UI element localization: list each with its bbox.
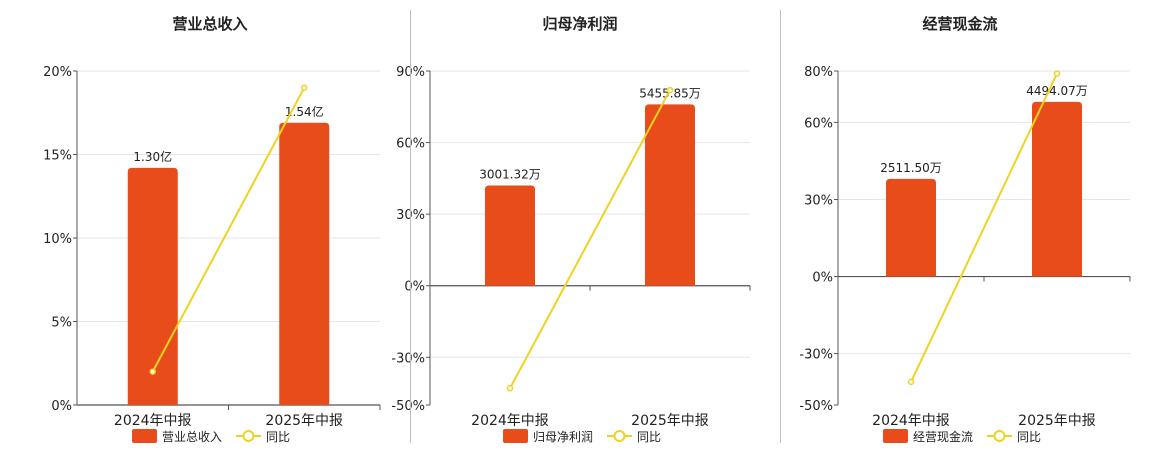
x-category-label: 2025年中报 xyxy=(1018,413,1096,429)
legend-line-marker xyxy=(993,430,1006,442)
legend-bar-swatch xyxy=(883,429,908,443)
y-tick-label: 60% xyxy=(804,116,833,131)
y-tick-label: 10% xyxy=(43,232,72,247)
panel-divider xyxy=(410,10,411,443)
chart-title: 经营现金流 xyxy=(922,15,997,33)
y-tick-label: -30% xyxy=(391,351,425,366)
yoy-point xyxy=(666,86,674,94)
bar-value-label: 3001.32万 xyxy=(479,168,541,182)
legend-line-marker xyxy=(242,430,255,442)
bar-value-label: 1.30亿 xyxy=(133,149,172,164)
x-category-label: 2024年中报 xyxy=(872,413,950,429)
y-tick-label: 0% xyxy=(812,271,833,286)
yoy-point xyxy=(1053,70,1061,77)
y-tick-label: -50% xyxy=(799,399,833,414)
legend-line-label: 同比 xyxy=(266,430,290,444)
yoy-point xyxy=(506,385,514,392)
legend-line-marker xyxy=(613,430,626,442)
bar-value-label: 5455.85万 xyxy=(639,86,701,100)
chart-title: 归母净利润 xyxy=(542,15,617,33)
x-category-label: 2025年中报 xyxy=(265,413,343,429)
y-tick-label: 0% xyxy=(404,280,425,295)
legend-bar-label: 归母净利润 xyxy=(533,430,593,444)
x-category-label: 2024年中报 xyxy=(471,413,549,429)
chart-title: 营业总收入 xyxy=(172,15,247,33)
yoy-line xyxy=(151,87,306,373)
y-tick-label: 0% xyxy=(51,399,72,414)
chart-panel: 归母净利润-50%-30%0%30%60%90%2024年中报2025年中报30… xyxy=(391,15,751,444)
bar-value-label: 2511.50万 xyxy=(880,161,942,175)
x-category-label: 2024年中报 xyxy=(114,413,192,429)
y-tick-label: -30% xyxy=(799,348,833,363)
legend-line-label: 同比 xyxy=(1017,430,1041,444)
bar xyxy=(279,122,330,406)
panel-divider xyxy=(780,10,781,443)
y-tick-label: 15% xyxy=(43,149,72,164)
chart-panel: 经营现金流 -50% -30% 0% 30% 60% 80% 2024年中报 2025年中报 25… xyxy=(799,15,1131,444)
yoy-point xyxy=(149,368,156,375)
yoy-line xyxy=(910,73,1058,383)
legend-bar-label: 营业总收入 xyxy=(162,430,222,444)
yoy-point xyxy=(907,378,915,386)
yoy-line xyxy=(509,89,671,389)
y-tick-label: -50% xyxy=(391,399,425,414)
y-tick-label: 80% xyxy=(804,65,833,80)
bar xyxy=(127,167,178,405)
y-tick-label: 5% xyxy=(51,316,72,331)
bar xyxy=(485,185,535,286)
legend-bar-swatch xyxy=(503,429,528,443)
y-tick-label: 30% xyxy=(804,193,833,208)
bar xyxy=(645,104,695,286)
legend-line-label: 同比 xyxy=(637,430,661,444)
bar xyxy=(886,178,936,277)
yoy-point xyxy=(301,84,308,91)
legend-bar-label: 经营现金流 xyxy=(913,429,973,444)
bar-value-label: 4494.07万 xyxy=(1026,84,1088,98)
bar xyxy=(1032,101,1082,277)
y-tick-label: 20% xyxy=(43,65,72,80)
x-category-label: 2025年中报 xyxy=(631,413,709,429)
legend-bar-swatch xyxy=(132,429,157,443)
